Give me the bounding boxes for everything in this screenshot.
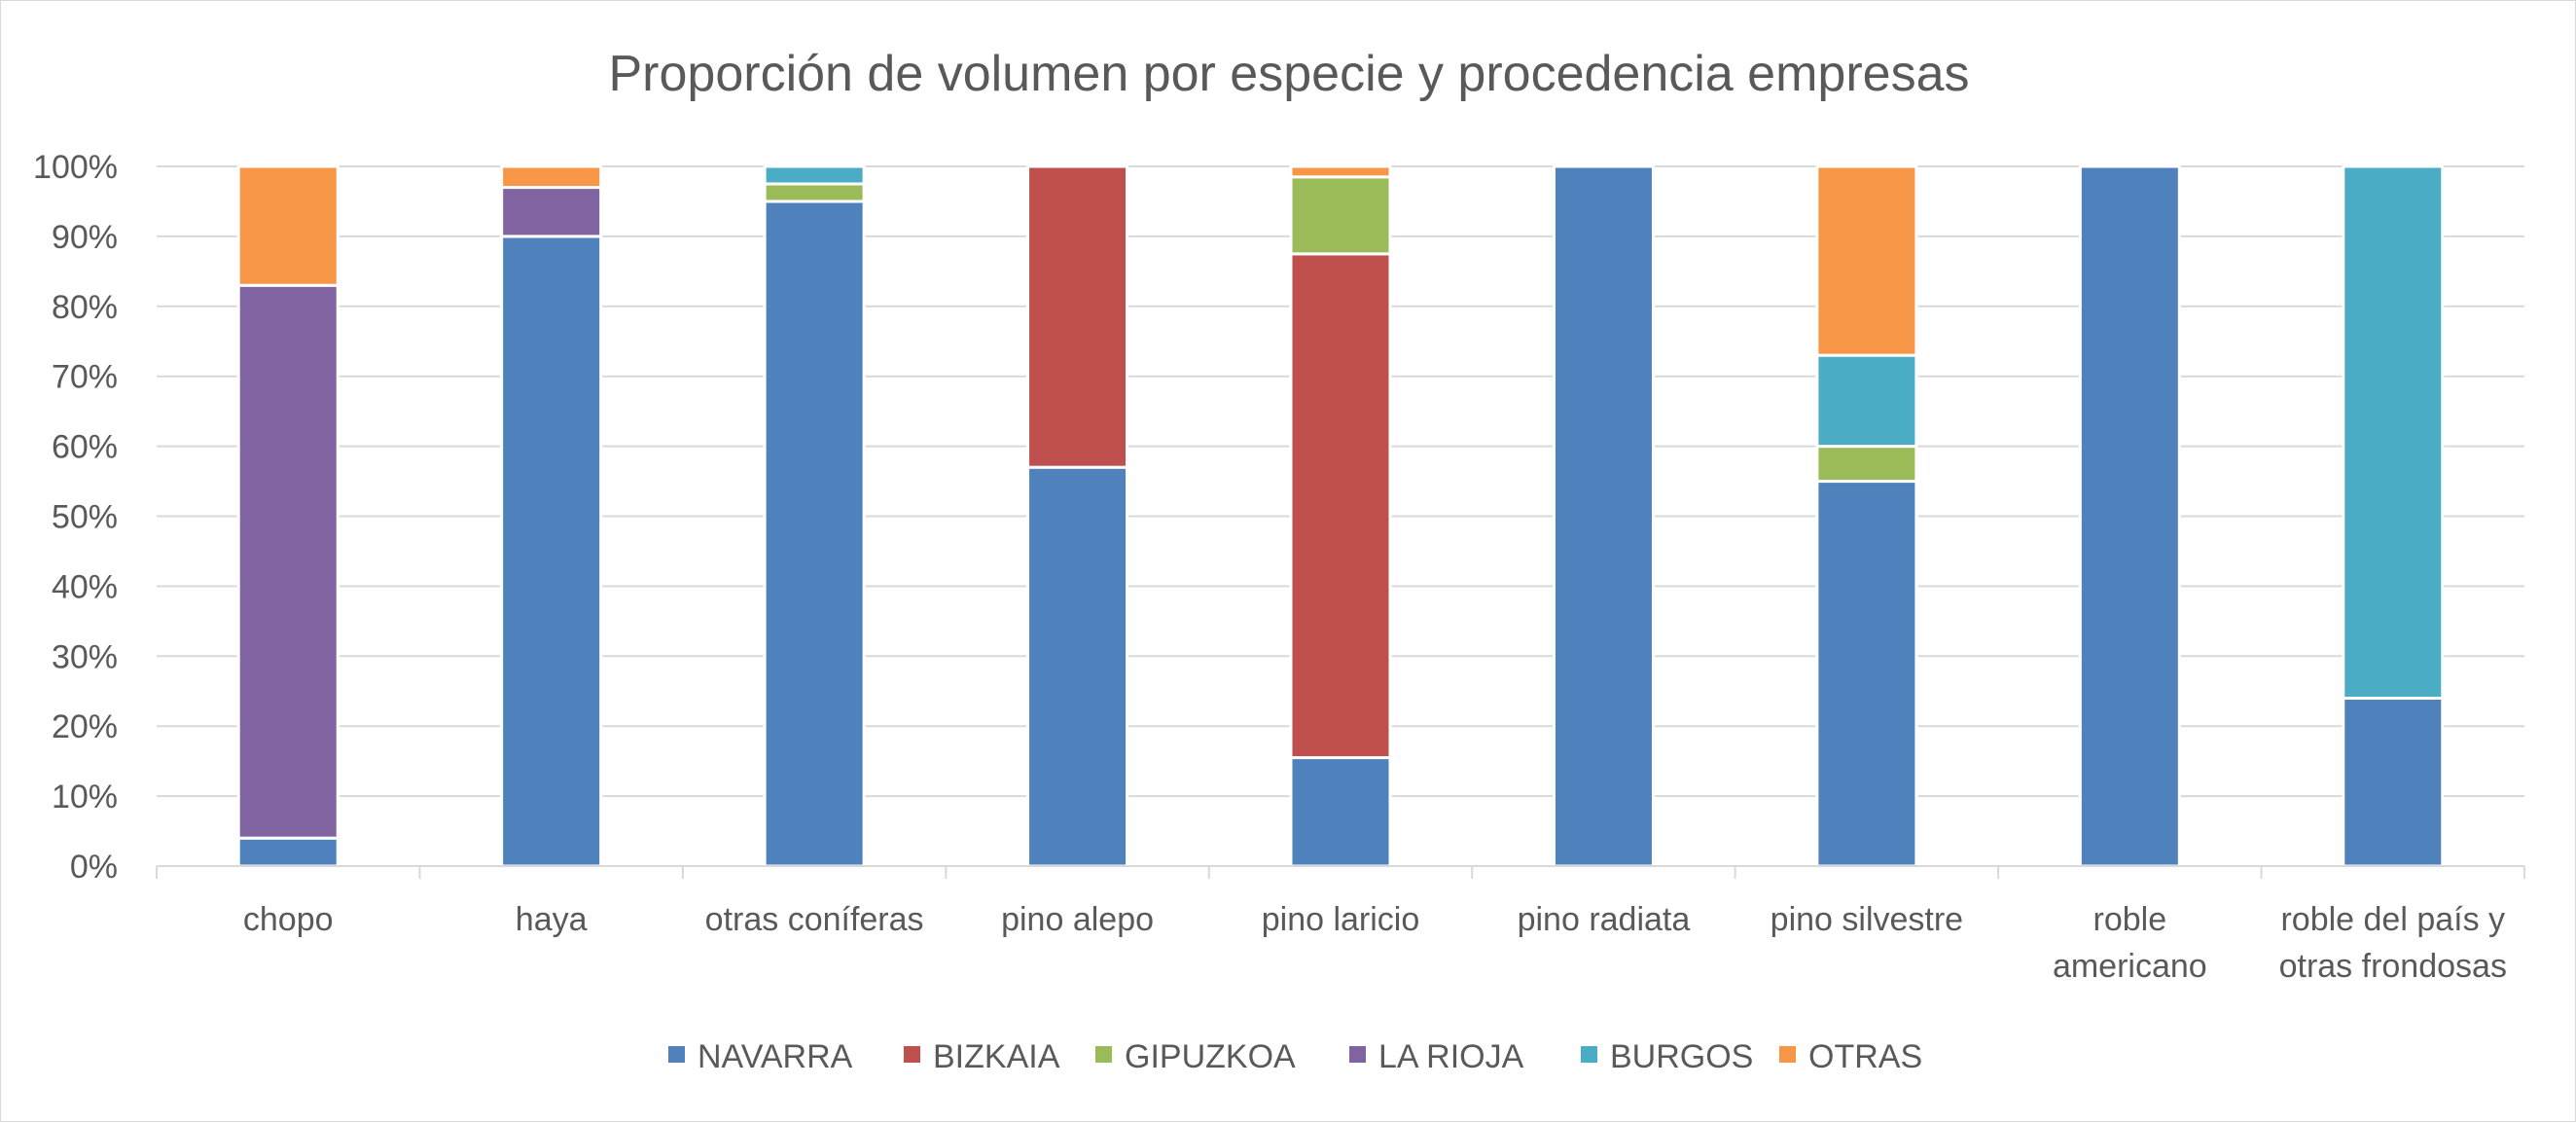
bar-segment xyxy=(1289,164,1392,179)
y-tick-label: 60% xyxy=(52,429,118,466)
bar-segment xyxy=(500,164,603,190)
x-tick-label: americano xyxy=(2053,948,2207,985)
legend-swatch xyxy=(1779,1046,1796,1063)
legend-swatch xyxy=(1349,1046,1366,1063)
x-tick-label: chopo xyxy=(243,901,334,938)
legend-label: NAVARRA xyxy=(698,1038,853,1075)
bar-segment xyxy=(1289,175,1392,256)
legend-label: BIZKAIA xyxy=(933,1038,1060,1075)
x-tick-label: otras coníferas xyxy=(705,901,924,938)
legend-swatch xyxy=(904,1046,920,1063)
bar-segment xyxy=(1815,353,1918,449)
bar-segment xyxy=(1289,756,1392,868)
x-tick-label: pino laricio xyxy=(1262,901,1420,938)
bar-segment xyxy=(1026,465,1129,868)
y-tick-label: 20% xyxy=(52,708,118,745)
bar-segment xyxy=(236,836,340,868)
y-tick-label: 30% xyxy=(52,638,118,675)
y-tick-label: 0% xyxy=(70,849,118,886)
bar-segment xyxy=(763,182,866,203)
bar-segment xyxy=(1815,445,1918,484)
bar-segment xyxy=(1815,480,1918,868)
x-axis xyxy=(156,865,2525,879)
x-axis-tick-labels: chopo haya otras coníferas pino alepo pino l… xyxy=(243,901,2507,985)
legend-label: GIPUZKOA xyxy=(1125,1038,1296,1075)
bar-segment xyxy=(500,186,603,238)
bar-segment xyxy=(236,283,340,840)
x-tick-label: pino radiata xyxy=(1518,901,1691,938)
y-tick-label: 90% xyxy=(52,219,118,256)
chart-title: Proporción de volumen por especie y proc… xyxy=(609,46,1970,102)
x-tick-label: haya xyxy=(516,901,588,938)
bar-segment xyxy=(236,164,340,287)
bar-segment xyxy=(763,199,866,868)
x-tick-label: pino alepo xyxy=(1001,901,1154,938)
legend-label: BURGOS xyxy=(1610,1038,1753,1075)
bar-segment xyxy=(2342,164,2445,700)
bar-segment xyxy=(1289,252,1392,760)
y-tick-label: 80% xyxy=(52,289,118,326)
legend-swatch xyxy=(1095,1046,1112,1063)
legend-label: OTRAS xyxy=(1808,1038,1922,1075)
x-tick-label: pino silvestre xyxy=(1771,901,1963,938)
bar-segment xyxy=(1552,164,1655,868)
legend-swatch xyxy=(1581,1046,1597,1063)
bar-segment xyxy=(500,235,603,868)
y-tick-label: 50% xyxy=(52,499,118,536)
legend-swatch xyxy=(668,1046,685,1063)
bars xyxy=(236,164,2445,868)
legend-label: LA RIOJA xyxy=(1378,1038,1524,1075)
y-tick-label: 70% xyxy=(52,359,118,396)
bar-segment xyxy=(1026,164,1129,469)
x-tick-label: roble xyxy=(2093,901,2167,938)
y-axis-tick-labels: 0% 10% 20% 30% 40% 50% 60% 70% 80% 90% 100% xyxy=(33,149,118,886)
bar-segment xyxy=(1815,164,1918,357)
bar-segment xyxy=(2342,696,2445,868)
bar-segment xyxy=(763,164,866,186)
y-tick-label: 40% xyxy=(52,568,118,605)
bar-segment xyxy=(2078,164,2181,868)
legend: NAVARRA BIZKAIA GIPUZKOA LA RIOJA BURGOS OTRA… xyxy=(668,1038,1922,1075)
x-tick-label: otras frondosas xyxy=(2279,948,2507,985)
y-tick-label: 100% xyxy=(33,149,118,186)
y-tick-label: 10% xyxy=(52,779,118,815)
x-tick-label: roble del país y xyxy=(2280,901,2505,938)
